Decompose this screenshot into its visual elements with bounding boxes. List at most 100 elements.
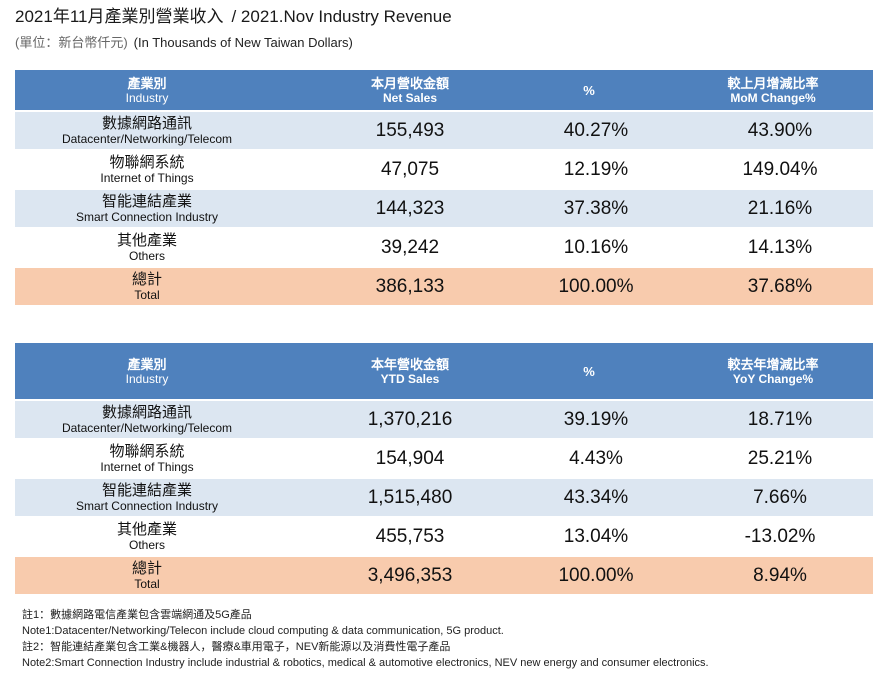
- industry-name-zh: 智能連結產業: [101, 193, 192, 210]
- header-share-label: %: [583, 82, 595, 98]
- table-row: 物聯網系統 Internet of Things 154,904 4.43% 2…: [15, 438, 873, 477]
- industry-cell: 智能連結產業 Smart Connection Industry: [15, 190, 279, 227]
- page-title-zh: 2021年11月產業別營業收入: [15, 7, 224, 26]
- industry-name-zh: 智能連結產業: [101, 482, 192, 499]
- table-row: 智能連結產業 Smart Connection Industry 144,323…: [15, 188, 873, 227]
- ytd-sales-cell: 154,904: [375, 447, 445, 469]
- industry-cell: 智能連結產業 Smart Connection Industry: [15, 479, 279, 516]
- mom-change-cell: 21.16%: [747, 197, 813, 219]
- share-cell: 37.38%: [563, 197, 629, 219]
- footnote-2-zh: 註2：智能連結產業包含工業&機器人，醫療&車用電子，NEV新能源以及消費性電子產…: [22, 641, 451, 653]
- share-cell: 12.19%: [563, 158, 629, 180]
- table-row: 數據網路通訊 Datacenter/Networking/Telecom 155…: [15, 110, 873, 149]
- total-label-zh: 總計: [131, 560, 162, 577]
- yoy-change-cell: 18.71%: [747, 408, 813, 430]
- industry-name-en: Smart Connection Industry: [75, 210, 219, 224]
- industry-name-en: Others: [128, 249, 165, 263]
- footnote-2-en: Note2:Smart Connection Industry include …: [22, 657, 709, 669]
- header-yoy-change: 較去年增減比率 YoY Change%: [651, 343, 873, 399]
- footnote-1-en: Note1:Datacenter/Networking/Telecon incl…: [22, 625, 504, 637]
- table-row: 物聯網系統 Internet of Things 47,075 12.19% 1…: [15, 149, 873, 188]
- header-yoy-change-zh: 較去年增減比率: [727, 356, 819, 372]
- footnotes: 註1：數據網路電信產業包含雲端網通及5G產品 Note1:Datacenter/…: [22, 607, 709, 671]
- header-industry: 產業別 Industry: [15, 343, 279, 399]
- share-cell: 40.27%: [563, 119, 629, 141]
- net-sales-cell: 144,323: [375, 197, 445, 219]
- net-sales-cell: 39,242: [380, 236, 440, 258]
- page-title-en: / 2021.Nov Industry Revenue: [231, 7, 452, 26]
- industry-name-zh: 物聯網系統: [109, 154, 185, 171]
- header-mom-change-en: MoM Change%: [730, 90, 816, 105]
- table-row: 數據網路通訊 Datacenter/Networking/Telecom 1,3…: [15, 399, 873, 438]
- table-header-row: 產業別 Industry 本月營收金額 Net Sales % 較上月增減比率 …: [15, 70, 873, 110]
- industry-cell: 數據網路通訊 Datacenter/Networking/Telecom: [15, 401, 279, 438]
- header-net-sales-zh: 本月營收金額: [370, 75, 449, 91]
- unit-caption: (單位：新台幣仟元) (In Thousands of New Taiwan Do…: [15, 34, 353, 52]
- total-share-cell: 100.00%: [558, 275, 634, 297]
- header-ytd-sales-zh: 本年營收金額: [370, 356, 449, 372]
- share-cell: 43.34%: [563, 486, 629, 508]
- ytd-sales-cell: 1,370,216: [367, 408, 453, 430]
- header-mom-change: 較上月增減比率 MoM Change%: [651, 70, 873, 110]
- header-share: %: [541, 70, 651, 110]
- header-net-sales: 本月營收金額 Net Sales: [279, 70, 541, 110]
- net-sales-cell: 155,493: [375, 119, 445, 141]
- industry-cell: 其他產業 Others: [15, 518, 279, 555]
- header-share-label: %: [583, 363, 595, 379]
- industry-name-en: Internet of Things: [100, 171, 194, 185]
- industry-name-en: Internet of Things: [100, 460, 194, 474]
- header-industry-en: Industry: [125, 90, 169, 105]
- industry-name-en: Datacenter/Networking/Telecom: [61, 132, 233, 146]
- header-industry-zh: 產業別: [127, 75, 167, 91]
- total-label-cell: 總計 Total: [15, 557, 279, 594]
- total-share-cell: 100.00%: [558, 564, 634, 586]
- header-mom-change-zh: 較上月增減比率: [727, 75, 819, 91]
- total-net-sales-cell: 386,133: [375, 275, 445, 297]
- header-industry-en: Industry: [125, 371, 169, 386]
- yoy-change-cell: 25.21%: [747, 447, 813, 469]
- monthly-revenue-table: 產業別 Industry 本月營收金額 Net Sales % 較上月增減比率 …: [15, 70, 873, 305]
- mom-change-cell: 149.04%: [742, 158, 818, 180]
- industry-name-en: Smart Connection Industry: [75, 499, 219, 513]
- header-industry-zh: 產業別: [127, 356, 167, 372]
- mom-change-cell: 14.13%: [747, 236, 813, 258]
- share-cell: 13.04%: [563, 525, 629, 547]
- yoy-change-cell: -13.02%: [744, 525, 816, 547]
- page-title: 2021年11月產業別營業收入 / 2021.Nov Industry Reven…: [15, 6, 452, 28]
- net-sales-cell: 47,075: [380, 158, 440, 180]
- header-ytd-sales-en: YTD Sales: [380, 371, 440, 386]
- industry-name-zh: 其他產業: [116, 232, 177, 249]
- ytd-sales-cell: 455,753: [375, 525, 445, 547]
- industry-name-en: Others: [128, 538, 165, 552]
- table-row: 其他產業 Others 455,753 13.04% -13.02%: [15, 516, 873, 555]
- industry-name-en: Datacenter/Networking/Telecom: [61, 421, 233, 435]
- mom-change-cell: 43.90%: [747, 119, 813, 141]
- industry-name-zh: 物聯網系統: [109, 443, 185, 460]
- share-cell: 10.16%: [563, 236, 629, 258]
- total-label-cell: 總計 Total: [15, 268, 279, 305]
- header-ytd-sales: 本年營收金額 YTD Sales: [279, 343, 541, 399]
- industry-cell: 其他產業 Others: [15, 229, 279, 266]
- table-header-row: 產業別 Industry 本年營收金額 YTD Sales % 較去年增減比率 …: [15, 343, 873, 399]
- industry-cell: 數據網路通訊 Datacenter/Networking/Telecom: [15, 112, 279, 149]
- table-row: 智能連結產業 Smart Connection Industry 1,515,4…: [15, 477, 873, 516]
- table-row: 其他產業 Others 39,242 10.16% 14.13%: [15, 227, 873, 266]
- industry-cell: 物聯網系統 Internet of Things: [15, 440, 279, 477]
- total-mom-change-cell: 37.68%: [747, 275, 813, 297]
- ytd-sales-cell: 1,515,480: [367, 486, 453, 508]
- header-yoy-change-en: YoY Change%: [732, 371, 814, 386]
- footnote-1-zh: 註1：數據網路電信產業包含雲端網通及5G產品: [22, 609, 252, 621]
- total-label-en: Total: [134, 288, 160, 302]
- ytd-revenue-table: 產業別 Industry 本年營收金額 YTD Sales % 較去年增減比率 …: [15, 343, 873, 594]
- unit-caption-en: (In Thousands of New Taiwan Dollars): [133, 35, 353, 50]
- header-net-sales-en: Net Sales: [382, 90, 438, 105]
- total-row: 總計 Total 3,496,353 100.00% 8.94%: [15, 555, 873, 594]
- header-industry: 產業別 Industry: [15, 70, 279, 110]
- share-cell: 4.43%: [569, 447, 623, 469]
- industry-name-zh: 數據網路通訊: [101, 404, 192, 421]
- share-cell: 39.19%: [563, 408, 629, 430]
- industry-cell: 物聯網系統 Internet of Things: [15, 151, 279, 188]
- unit-caption-zh: (單位：新台幣仟元): [15, 35, 128, 50]
- total-yoy-change-cell: 8.94%: [753, 564, 807, 586]
- header-share: %: [541, 343, 651, 399]
